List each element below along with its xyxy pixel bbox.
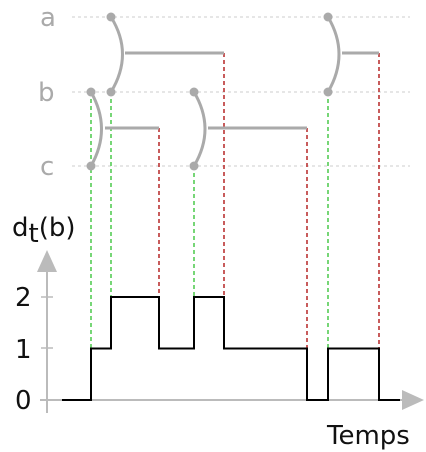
y-tick-label-1: 1 bbox=[15, 335, 32, 365]
x-axis-label: Temps bbox=[326, 421, 410, 451]
degree-step-line bbox=[62, 296, 400, 401]
y-tick-label-0: 0 bbox=[15, 386, 32, 416]
axes bbox=[37, 250, 424, 413]
y-axis-arrowhead bbox=[37, 250, 57, 272]
lane-lines bbox=[72, 16, 410, 167]
lane-label-c: c bbox=[40, 152, 54, 182]
link-a-b-1 bbox=[106, 12, 224, 97]
lane-label-b: b bbox=[38, 78, 55, 108]
time-markers bbox=[90, 53, 380, 348]
x-axis-arrowhead bbox=[402, 390, 424, 410]
link-a-b-2 bbox=[323, 12, 379, 97]
y-tick-label-2: 2 bbox=[15, 283, 32, 313]
link-b-c-2 bbox=[189, 87, 307, 171]
link-b-c-1 bbox=[86, 87, 159, 171]
lane-label-a: a bbox=[40, 3, 56, 33]
y-axis-label: dt(b) bbox=[12, 213, 76, 249]
